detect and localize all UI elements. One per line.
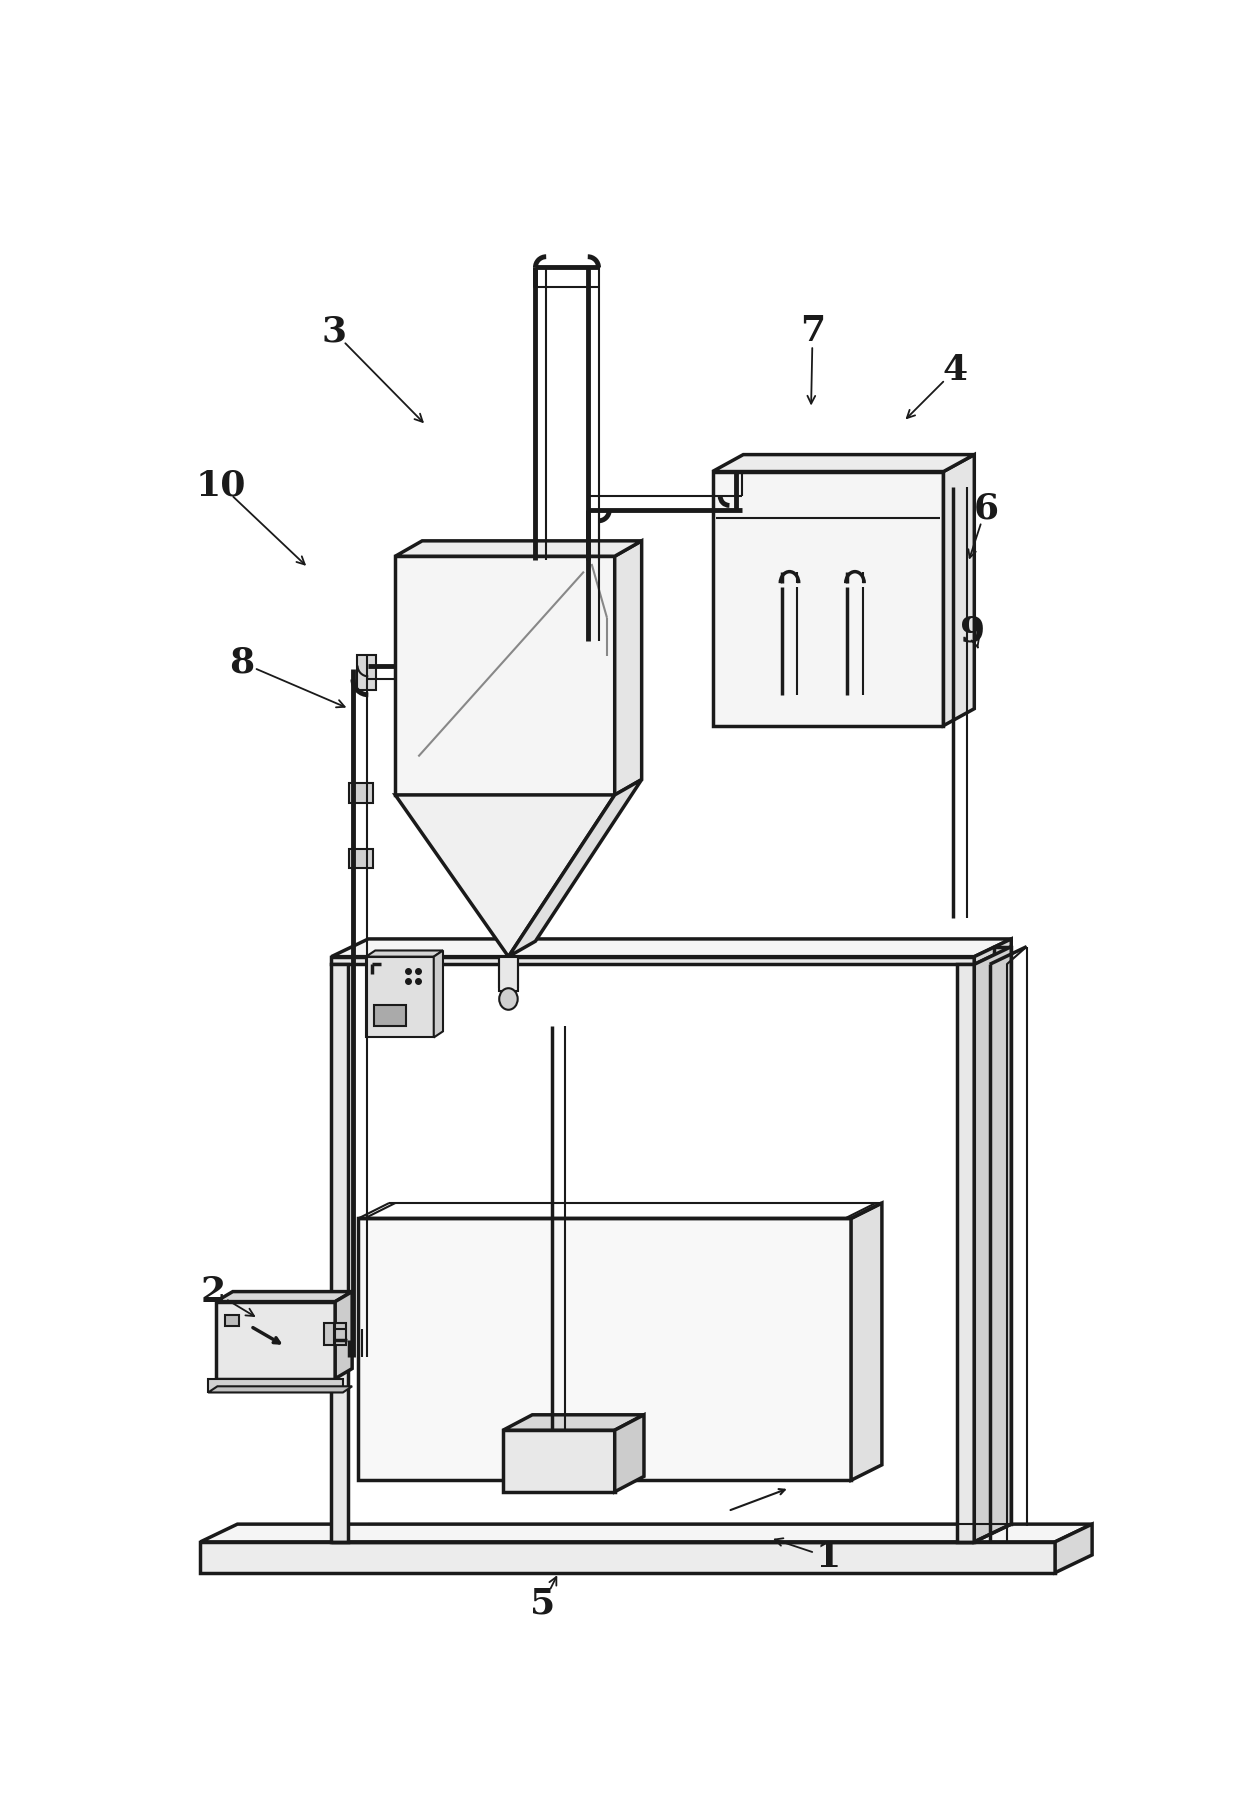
Polygon shape [324, 1323, 335, 1345]
Text: 4: 4 [942, 353, 967, 388]
Text: 10: 10 [196, 467, 247, 502]
Polygon shape [615, 540, 641, 795]
Polygon shape [396, 540, 641, 556]
Polygon shape [500, 957, 517, 991]
Text: 5: 5 [531, 1587, 556, 1620]
Polygon shape [373, 1006, 405, 1026]
Polygon shape [615, 1415, 644, 1491]
Polygon shape [350, 783, 373, 803]
Polygon shape [851, 1203, 882, 1480]
Polygon shape [396, 795, 615, 957]
Polygon shape [713, 471, 944, 725]
Polygon shape [944, 455, 975, 725]
Polygon shape [503, 1430, 615, 1491]
Text: 7: 7 [800, 315, 825, 348]
Polygon shape [201, 1542, 1055, 1573]
Text: 2: 2 [201, 1274, 226, 1308]
Polygon shape [208, 1386, 352, 1392]
Polygon shape [331, 939, 1012, 957]
Polygon shape [957, 964, 975, 1542]
Polygon shape [434, 951, 443, 1038]
Polygon shape [975, 939, 1012, 964]
Polygon shape [331, 964, 348, 1542]
Text: 9: 9 [960, 614, 986, 649]
Polygon shape [335, 1292, 352, 1379]
Polygon shape [503, 1415, 644, 1430]
Polygon shape [366, 957, 434, 1038]
Polygon shape [201, 1524, 1092, 1542]
Polygon shape [358, 1218, 851, 1480]
Polygon shape [208, 1379, 343, 1392]
Polygon shape [508, 779, 641, 957]
Polygon shape [1055, 1524, 1092, 1573]
Polygon shape [994, 946, 1012, 1524]
Polygon shape [226, 1316, 239, 1326]
Polygon shape [366, 951, 443, 957]
Polygon shape [357, 654, 376, 690]
Text: 1: 1 [816, 1540, 841, 1575]
Text: 6: 6 [973, 491, 998, 525]
Polygon shape [216, 1301, 335, 1379]
Polygon shape [335, 1323, 346, 1345]
Text: 3: 3 [321, 315, 346, 348]
Ellipse shape [500, 988, 517, 1009]
Polygon shape [331, 957, 975, 964]
Polygon shape [216, 1292, 352, 1301]
Polygon shape [975, 946, 1012, 1542]
Polygon shape [350, 848, 373, 868]
Text: 8: 8 [228, 645, 254, 680]
Polygon shape [713, 455, 975, 471]
Polygon shape [396, 556, 615, 795]
